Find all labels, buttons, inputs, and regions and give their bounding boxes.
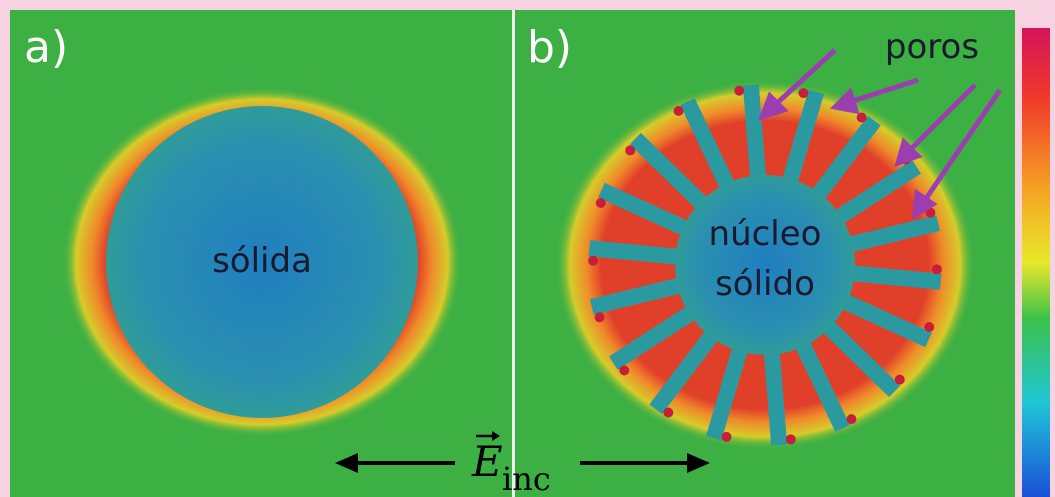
hot-spot bbox=[595, 198, 606, 209]
pore bbox=[843, 264, 942, 290]
field-subscript: inc bbox=[502, 460, 551, 497]
annotation: sólido bbox=[715, 264, 815, 304]
hot-spot bbox=[663, 407, 674, 418]
annotation: núcleo bbox=[709, 214, 822, 254]
pore bbox=[588, 240, 687, 266]
pore bbox=[629, 132, 715, 217]
pore bbox=[598, 182, 697, 240]
pore bbox=[762, 340, 788, 446]
hot-spot bbox=[619, 365, 630, 376]
field-symbol: E bbox=[471, 437, 503, 486]
pore bbox=[705, 335, 751, 441]
pore bbox=[609, 301, 704, 370]
pore bbox=[742, 84, 768, 190]
pore bbox=[815, 313, 901, 398]
hot-spot bbox=[924, 321, 935, 332]
pore bbox=[589, 275, 690, 315]
pore bbox=[790, 330, 850, 432]
panel-b-field bbox=[555, 80, 975, 450]
pore bbox=[826, 160, 921, 229]
hot-spot bbox=[594, 312, 605, 323]
panel-label: a) bbox=[24, 22, 68, 73]
pore bbox=[680, 98, 740, 200]
pores bbox=[588, 84, 942, 446]
pore bbox=[840, 215, 941, 255]
hot-spot bbox=[925, 207, 936, 218]
pore bbox=[649, 321, 725, 415]
hot-spot bbox=[625, 145, 636, 156]
colorbar bbox=[1022, 28, 1050, 497]
divider bbox=[512, 10, 515, 497]
annotation: sólida bbox=[212, 241, 312, 281]
panel-label: b) bbox=[527, 22, 572, 73]
hot-spot bbox=[931, 264, 942, 275]
hot-spot bbox=[734, 85, 745, 96]
hot-spot bbox=[673, 105, 684, 116]
solid-core bbox=[675, 175, 855, 355]
pore bbox=[805, 115, 881, 209]
hot-spot bbox=[588, 255, 599, 266]
hot-spot bbox=[785, 434, 796, 445]
panel-a-field bbox=[62, 87, 462, 437]
pore bbox=[833, 290, 932, 348]
field-arrow: E inc bbox=[335, 431, 710, 497]
hot-spot bbox=[846, 414, 857, 425]
hot-spot bbox=[894, 374, 905, 385]
hot-spot bbox=[721, 431, 732, 442]
hot-spot bbox=[856, 112, 867, 123]
annotation: poros bbox=[885, 27, 979, 67]
hot-spot bbox=[798, 88, 809, 99]
pore bbox=[779, 89, 825, 195]
pore-arrows bbox=[757, 48, 1003, 220]
solid-sphere bbox=[106, 106, 418, 418]
